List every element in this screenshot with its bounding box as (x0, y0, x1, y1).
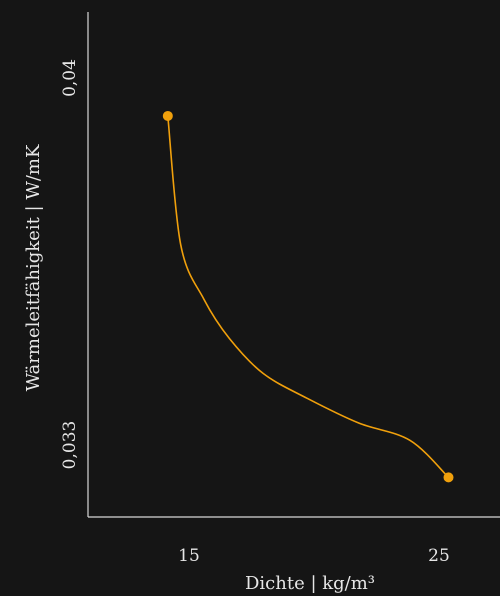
x-tick-label: 15 (178, 546, 200, 566)
y-axis-title: Wärmeleitfähigkeit | W/mK (23, 144, 44, 391)
y-tick-label: 0,033 (60, 421, 80, 470)
series-line (167, 115, 450, 478)
data-point (443, 472, 454, 483)
x-axis-title: Dichte | kg/m³ (245, 573, 375, 594)
plot-area (162, 110, 454, 483)
axes (87, 12, 500, 518)
x-tick-label: 25 (428, 546, 450, 566)
y-tick-label: 0,04 (60, 59, 80, 97)
data-point (162, 110, 173, 121)
